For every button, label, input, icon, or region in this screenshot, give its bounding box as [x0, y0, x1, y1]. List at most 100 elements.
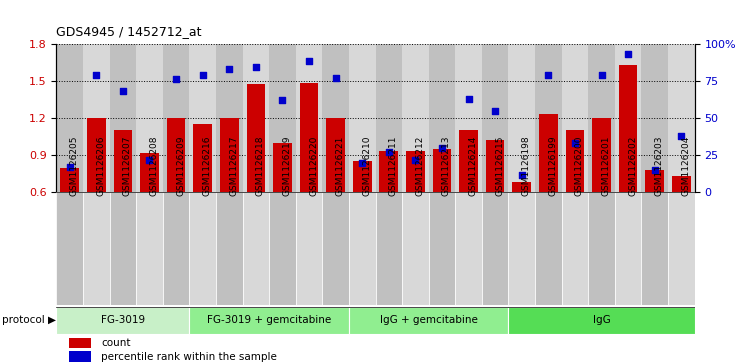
- Bar: [376, 44, 402, 192]
- Text: GSM1126213: GSM1126213: [442, 135, 451, 196]
- Text: GSM1126208: GSM1126208: [149, 135, 158, 196]
- Bar: [619, 65, 638, 192]
- Point: [117, 88, 129, 94]
- Text: GDS4945 / 1452712_at: GDS4945 / 1452712_at: [56, 25, 202, 38]
- Bar: [110, 192, 136, 305]
- Text: IgG: IgG: [593, 315, 611, 325]
- Bar: [562, 44, 588, 192]
- Bar: [562, 192, 588, 305]
- Bar: [269, 44, 296, 192]
- Point: [383, 149, 395, 155]
- Point: [223, 66, 235, 72]
- Bar: [460, 130, 478, 192]
- Bar: [433, 149, 451, 192]
- Bar: [220, 118, 239, 192]
- Bar: [113, 130, 132, 192]
- Bar: [83, 192, 110, 305]
- Text: GSM1126215: GSM1126215: [495, 135, 504, 196]
- Point: [489, 107, 501, 113]
- Bar: [322, 192, 349, 305]
- Bar: [588, 192, 615, 305]
- Bar: [87, 118, 106, 192]
- Bar: [216, 192, 243, 305]
- Bar: [60, 168, 79, 192]
- Text: protocol ▶: protocol ▶: [2, 315, 56, 325]
- Bar: [641, 192, 668, 305]
- Point: [622, 51, 634, 57]
- Text: GSM1126205: GSM1126205: [70, 135, 79, 196]
- Bar: [189, 307, 349, 334]
- Text: GSM1126202: GSM1126202: [628, 135, 637, 196]
- Bar: [163, 192, 189, 305]
- Bar: [349, 44, 376, 192]
- Point: [330, 75, 342, 81]
- Text: GSM1126200: GSM1126200: [575, 135, 584, 196]
- Bar: [593, 118, 611, 192]
- Bar: [645, 170, 664, 192]
- Point: [90, 72, 102, 78]
- Bar: [136, 192, 163, 305]
- Bar: [243, 192, 269, 305]
- Bar: [136, 44, 163, 192]
- Bar: [300, 83, 318, 192]
- Text: GSM1126198: GSM1126198: [522, 135, 531, 196]
- Point: [542, 72, 554, 78]
- Bar: [486, 140, 505, 192]
- Bar: [189, 44, 216, 192]
- Text: GSM1126216: GSM1126216: [203, 135, 212, 196]
- Bar: [246, 85, 265, 192]
- Bar: [56, 44, 83, 192]
- Text: GSM1126211: GSM1126211: [389, 135, 398, 196]
- Bar: [326, 118, 345, 192]
- Point: [436, 145, 448, 151]
- Text: GSM1126204: GSM1126204: [681, 135, 690, 196]
- Bar: [189, 192, 216, 305]
- Bar: [429, 44, 455, 192]
- Bar: [566, 130, 584, 192]
- Text: GSM1126206: GSM1126206: [96, 135, 105, 196]
- Bar: [140, 153, 158, 192]
- Bar: [406, 151, 425, 192]
- Text: IgG + gemcitabine: IgG + gemcitabine: [380, 315, 478, 325]
- Text: percentile rank within the sample: percentile rank within the sample: [101, 352, 277, 362]
- Bar: [429, 192, 455, 305]
- Bar: [402, 192, 429, 305]
- Bar: [672, 176, 691, 192]
- Bar: [216, 44, 243, 192]
- Text: GSM1126207: GSM1126207: [123, 135, 132, 196]
- Point: [409, 157, 421, 163]
- Bar: [512, 183, 531, 192]
- Bar: [269, 192, 296, 305]
- Bar: [379, 151, 398, 192]
- Bar: [455, 192, 482, 305]
- Bar: [273, 143, 291, 192]
- Point: [250, 65, 262, 70]
- Text: FG-3019: FG-3019: [101, 315, 145, 325]
- Bar: [482, 192, 508, 305]
- Bar: [402, 44, 429, 192]
- Text: GSM1126214: GSM1126214: [469, 135, 478, 196]
- Bar: [588, 44, 615, 192]
- Text: GSM1126199: GSM1126199: [548, 135, 557, 196]
- Text: GSM1126212: GSM1126212: [415, 135, 424, 196]
- Text: GSM1126218: GSM1126218: [256, 135, 265, 196]
- Bar: [455, 44, 482, 192]
- Text: GSM1126220: GSM1126220: [309, 135, 318, 196]
- Text: GSM1126210: GSM1126210: [362, 135, 371, 196]
- Bar: [296, 192, 322, 305]
- Point: [64, 164, 76, 170]
- Bar: [482, 44, 508, 192]
- Point: [596, 72, 608, 78]
- Point: [675, 133, 687, 139]
- Bar: [69, 338, 92, 348]
- Point: [516, 172, 528, 178]
- Bar: [615, 192, 641, 305]
- Bar: [508, 307, 695, 334]
- Bar: [615, 44, 641, 192]
- Bar: [376, 192, 402, 305]
- Point: [356, 160, 368, 166]
- Bar: [83, 44, 110, 192]
- Point: [197, 72, 209, 78]
- Bar: [668, 192, 695, 305]
- Bar: [56, 307, 189, 334]
